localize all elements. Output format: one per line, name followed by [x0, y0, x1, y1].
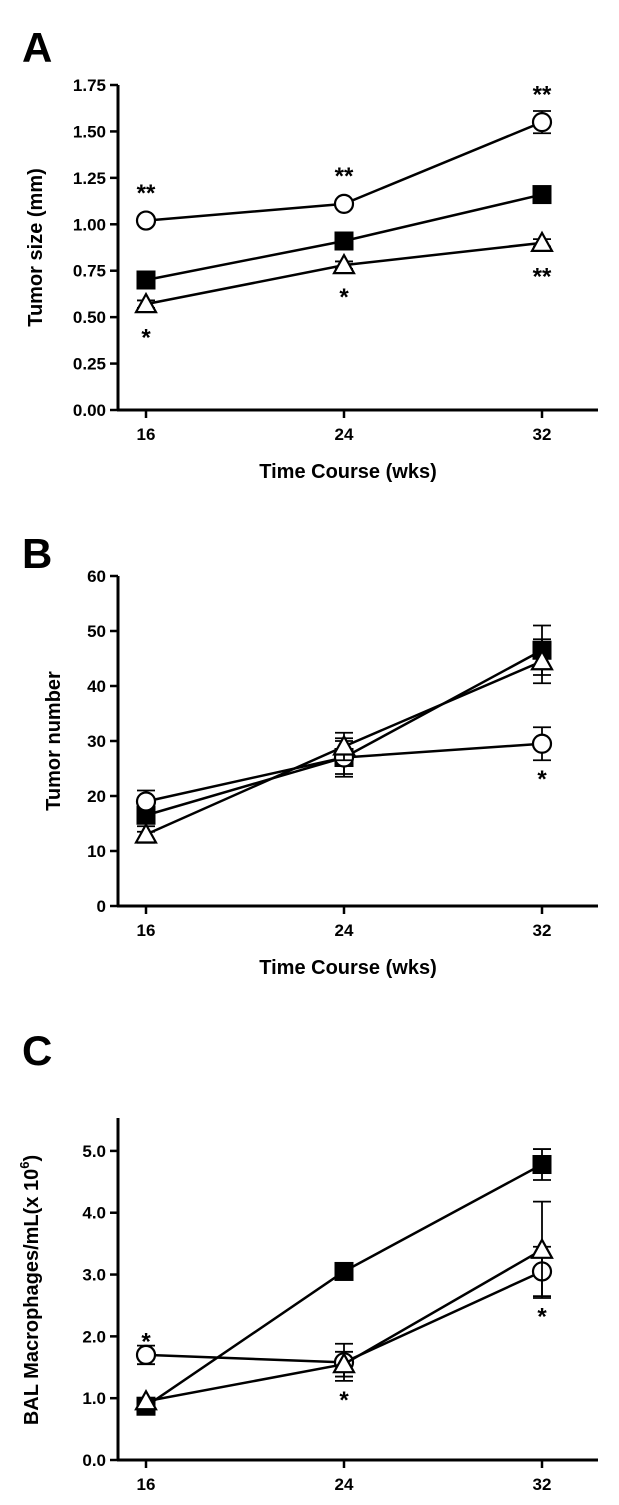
- significance-marker: *: [537, 766, 547, 793]
- y-axis-title: BAL Macrophages/mL(x 106): [17, 1155, 43, 1425]
- data-point-circle: [135, 210, 157, 231]
- x-tick-label: 24: [335, 425, 354, 444]
- data-point-square: [532, 1155, 552, 1175]
- panel-letter: B: [22, 530, 52, 577]
- significance-marker: *: [141, 325, 151, 352]
- data-point-circle: [531, 112, 553, 133]
- y-tick-label: 0.0: [82, 1451, 106, 1470]
- y-axis-title-text: Tumor number: [43, 671, 65, 811]
- y-tick-label: 20: [87, 787, 106, 806]
- data-point-square: [532, 185, 552, 205]
- y-axis-title-suffix: ): [21, 1155, 43, 1162]
- x-tick-label: 16: [137, 425, 156, 444]
- y-tick-label: 4.0: [82, 1204, 106, 1223]
- significance-marker: **: [137, 180, 156, 207]
- significance-marker: *: [339, 284, 349, 311]
- series-open-circle: [135, 110, 553, 231]
- significance-marker: **: [533, 263, 552, 290]
- y-tick-label: 1.0: [82, 1389, 106, 1408]
- data-point-triangle: [332, 734, 356, 756]
- significance-marker: *: [141, 1328, 151, 1355]
- series-open-triangle: [134, 638, 554, 844]
- x-tick-label: 32: [533, 921, 552, 940]
- data-point-square: [136, 270, 156, 290]
- significance-marker: **: [533, 81, 552, 108]
- y-tick-label: 0.50: [73, 308, 106, 327]
- panel-a: A 0.00 0.25 0.50 0.75 1.00 1.25 1.50 1.75 16 24 32 T…: [22, 24, 598, 483]
- y-tick-label: 1.75: [73, 76, 106, 95]
- y-axis-title-text: Tumor size (mm): [25, 168, 47, 327]
- panel-letter: A: [22, 24, 52, 71]
- x-tick-label: 32: [533, 425, 552, 444]
- x-tick-label: 24: [335, 921, 354, 940]
- x-tick-label: 16: [137, 1475, 156, 1494]
- panel-b: B 0 10 20 30 40 50 60 16 24 32 Time Course (wks) Tum…: [22, 530, 598, 979]
- data-point-circle: [135, 1344, 157, 1366]
- y-tick-label: 60: [87, 567, 106, 586]
- data-point-triangle: [134, 291, 158, 314]
- significance-marker: *: [339, 1387, 349, 1414]
- y-tick-label: 30: [87, 732, 106, 751]
- data-point-triangle: [530, 648, 554, 671]
- significance-marker: **: [335, 163, 354, 190]
- y-axis-title-text: BAL Macrophages/mL(x 10: [21, 1169, 43, 1425]
- y-axis-title-superscript: 6: [17, 1162, 32, 1169]
- y-tick-label: 0.25: [73, 355, 106, 374]
- y-tick-label: 1.00: [73, 215, 106, 234]
- x-tick-label: 16: [137, 921, 156, 940]
- data-point-triangle: [332, 252, 356, 275]
- significance-marker: *: [537, 1304, 547, 1331]
- data-point-triangle: [134, 822, 158, 844]
- series-filled-square: [136, 624, 552, 833]
- y-axis-title: Tumor size (mm): [25, 168, 47, 327]
- y-tick-label: 5.0: [82, 1142, 106, 1161]
- series-open-triangle: [134, 230, 554, 314]
- y-tick-label: 0.00: [73, 401, 106, 420]
- y-tick-label: 0.75: [73, 262, 106, 281]
- series-filled-square: [136, 185, 552, 290]
- y-axis-title: Tumor number: [43, 671, 65, 811]
- series-open-triangle: [134, 1200, 554, 1411]
- y-tick-label: 1.50: [73, 122, 106, 141]
- y-tick-label: 2.0: [82, 1327, 106, 1346]
- data-point-triangle: [134, 1389, 158, 1411]
- data-point-triangle: [530, 230, 554, 252]
- data-point-circle: [135, 791, 157, 812]
- data-point-square: [334, 231, 354, 251]
- data-point-square: [334, 1261, 354, 1281]
- y-tick-label: 10: [87, 842, 106, 861]
- data-point-circle: [333, 193, 355, 214]
- x-tick-label: 32: [533, 1475, 552, 1494]
- y-tick-label: 0: [97, 897, 106, 916]
- x-axis-title: Time Course (wks): [259, 461, 436, 483]
- y-tick-label: 3.0: [82, 1266, 106, 1285]
- x-tick-label: 24: [335, 1475, 354, 1494]
- x-axis-title: Time Course (wks): [259, 957, 436, 979]
- y-tick-label: 50: [87, 622, 106, 641]
- y-tick-label: 40: [87, 677, 106, 696]
- data-point-circle: [531, 733, 553, 754]
- panel-letter: C: [22, 1027, 52, 1074]
- y-tick-label: 1.25: [73, 169, 106, 188]
- data-point-triangle: [332, 1351, 356, 1374]
- data-point-triangle: [530, 1237, 554, 1259]
